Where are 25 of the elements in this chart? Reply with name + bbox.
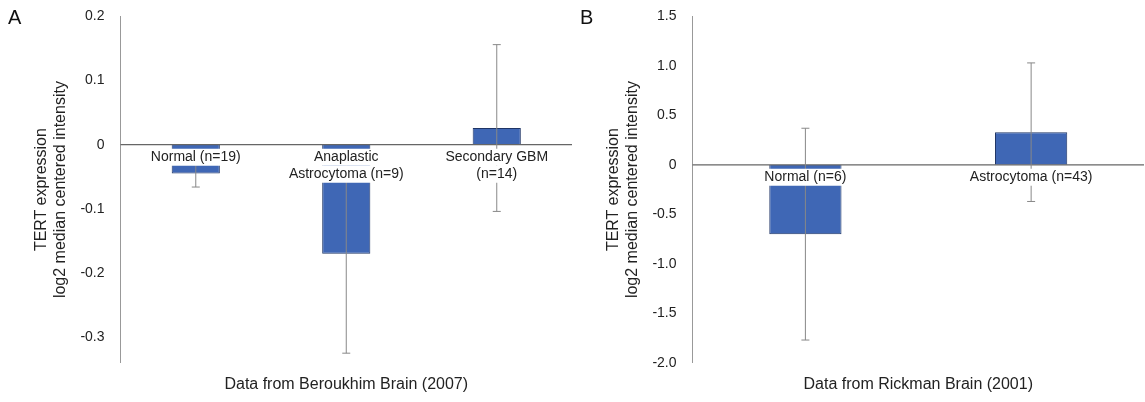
text: B — [580, 6, 594, 29]
y-tick-label: -0.3 — [80, 328, 105, 344]
y-axis-title: TERT expression log2 median centered intensity — [604, 81, 641, 299]
y-tick-label: -2.0 — [652, 353, 677, 370]
y-tick-label: 0.1 — [85, 71, 105, 88]
y-tick-label: 1.0 — [657, 56, 677, 73]
x-axis-title: Data from Rickman Brain (2001) — [803, 374, 1033, 392]
y-tick-label: -0.5 — [652, 205, 677, 222]
y-tick-label: 0.5 — [657, 106, 677, 123]
x-tick-label: Anaplastic Astrocytoma (n=9) — [288, 147, 404, 181]
y-tick-label: -0.2 — [80, 263, 105, 280]
y-tick-label: -1.5 — [652, 304, 677, 321]
y-tick-label: 0 — [668, 155, 677, 172]
x-tick-label: Astrocytoma (n=43) — [969, 167, 1093, 184]
x-tick-label: Normal (n=19) — [150, 147, 241, 164]
y-tick-label: 0.2 — [85, 7, 105, 24]
text: A — [8, 6, 22, 29]
y-tick-label: -1.0 — [652, 254, 677, 271]
y-tick-label: 0 — [96, 135, 105, 152]
y-axis-title: TERT expression log2 median centered intensity — [32, 81, 69, 299]
x-tick-label: Normal (n=6) — [764, 167, 847, 184]
x-axis-title: Data from Beroukhim Brain (2007) — [224, 374, 469, 392]
x-tick-label: Secondary GBM (n=14) — [445, 147, 549, 181]
y-tick-label: 1.5 — [657, 7, 677, 24]
y-tick-label: -0.1 — [80, 199, 105, 216]
